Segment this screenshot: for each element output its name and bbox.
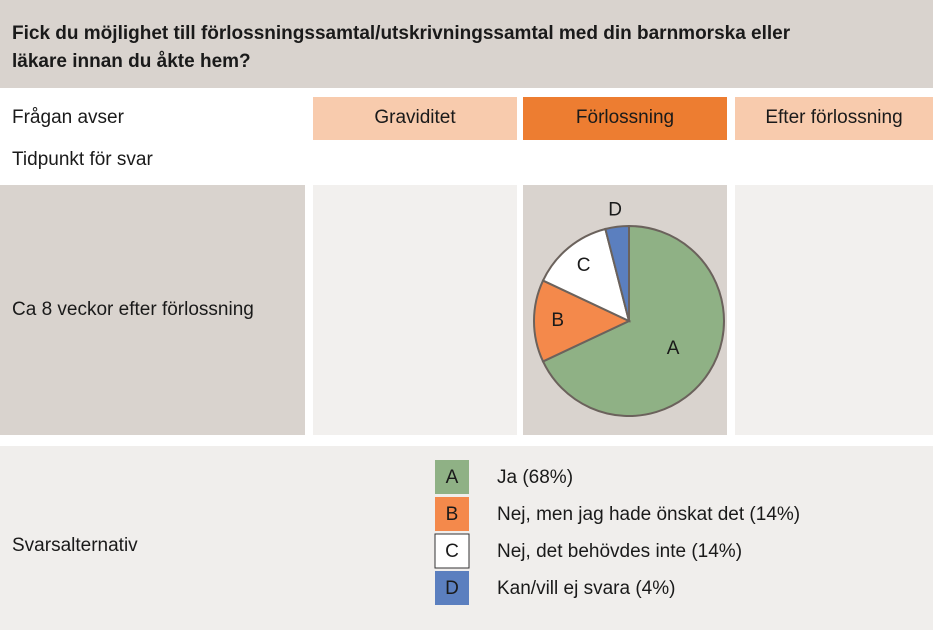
legend-key: A xyxy=(446,467,459,488)
legend-swatch xyxy=(434,533,470,569)
legend-text: Ja (68%) xyxy=(497,467,573,488)
slice-label: B xyxy=(551,310,564,331)
slice-label: D xyxy=(608,200,622,221)
column-label: Graviditet xyxy=(374,107,456,128)
pie-slice xyxy=(533,279,632,363)
time-point: Ca 8 veckor efter förlossning xyxy=(12,299,254,320)
legend-swatch xyxy=(435,460,469,494)
pie-slice xyxy=(604,224,630,322)
header-bg xyxy=(0,0,933,88)
column-label: Efter förlossning xyxy=(765,107,902,128)
slice-label: A xyxy=(667,338,680,359)
time-label: Tidpunkt för svar xyxy=(12,149,153,170)
column-cell-active xyxy=(523,97,727,140)
cell xyxy=(735,185,933,435)
cell xyxy=(313,185,517,435)
legend-text: Kan/vill ej svara (4%) xyxy=(497,578,675,599)
row-label: Frågan avser xyxy=(12,107,125,128)
legend-label: Svarsalternativ xyxy=(12,535,138,556)
column-cell xyxy=(735,97,933,140)
slice-label: C xyxy=(577,255,591,276)
legend-key: C xyxy=(445,541,459,562)
legend-text: Nej, men jag hade önskat det (14%) xyxy=(497,504,800,525)
pie-slice xyxy=(541,227,631,323)
legend-swatch xyxy=(435,571,469,605)
column-cell xyxy=(313,97,517,140)
cell xyxy=(0,185,305,435)
pie-slice xyxy=(541,224,725,417)
column-label: Förlossning xyxy=(576,107,674,128)
title-line: läkare innan du åkte hem? xyxy=(12,51,251,72)
legend-text: Nej, det behövdes inte (14%) xyxy=(497,541,742,562)
legend-key: B xyxy=(446,504,459,525)
title-line: Fick du möjlighet till förlossningssamta… xyxy=(12,23,791,44)
legend-key: D xyxy=(445,578,459,599)
legend-swatch xyxy=(435,497,469,531)
